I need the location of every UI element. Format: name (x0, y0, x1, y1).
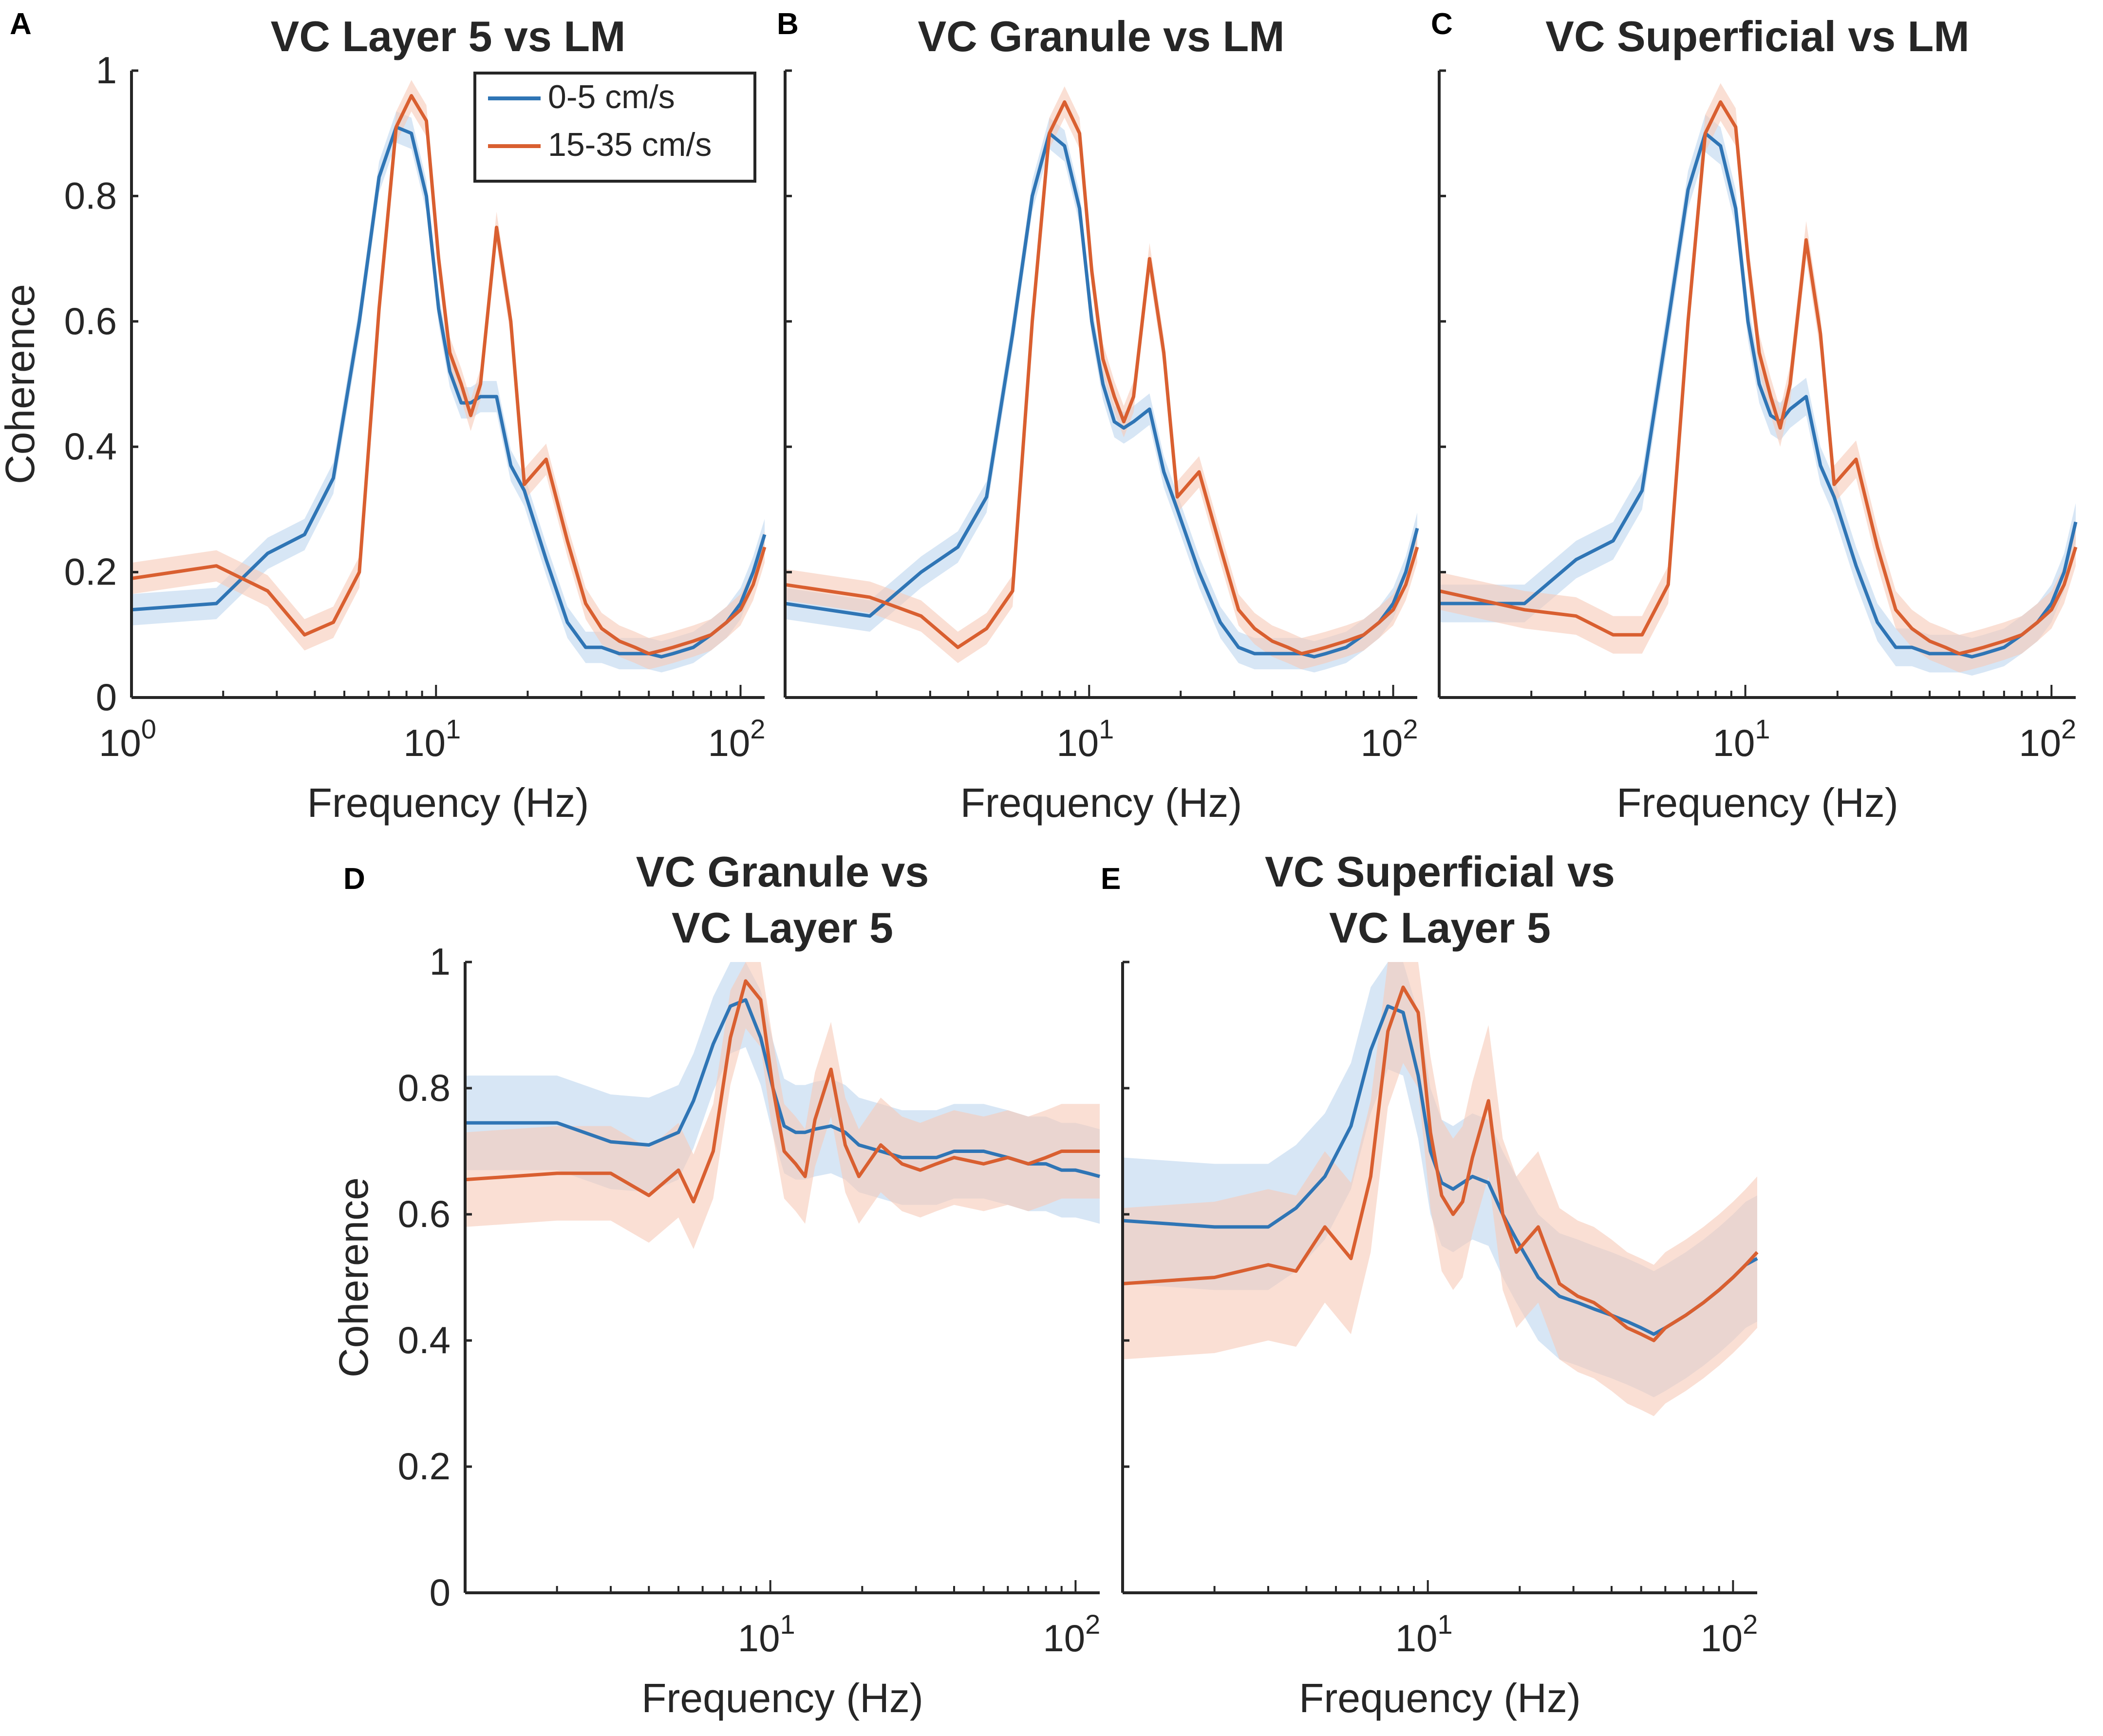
panel-d-y-tick-label: 0 (430, 1571, 451, 1614)
panel-b-x-tick-label: 102 (1361, 714, 1418, 764)
panel-a-x-tick-label: 102 (708, 714, 766, 764)
panel-d-y-tick-label: 0.6 (398, 1192, 451, 1235)
panel-c-letter: C (1431, 7, 1453, 41)
legend-label-slow: 0-5 cm/s (548, 78, 675, 115)
panel-e-title-line-1: VC Superficial vs (1265, 848, 1615, 896)
panel-d-x-axis-label: Frequency (Hz) (641, 1675, 923, 1721)
legend: 0-5 cm/s 15-35 cm/s (473, 72, 756, 183)
tick-exponent: 2 (750, 714, 765, 744)
tick-base: 10 (1043, 1617, 1085, 1660)
panel-b-line-fast (785, 100, 1419, 656)
tick-base: 10 (1395, 1617, 1438, 1660)
panel-d-y-axis-label: Coherence (331, 1177, 376, 1377)
panel-c-band-fast (1439, 83, 2076, 673)
legend-box (473, 72, 756, 183)
panel-a-y-tick-label: 0.6 (64, 300, 117, 342)
panel-a-band-slow (131, 111, 765, 673)
panel-d-y-tick-label: 0.2 (398, 1445, 451, 1488)
panel-b-x-axis-label: Frequency (Hz) (960, 780, 1242, 826)
panel-d-title-line-1: VC Granule vs (636, 848, 929, 896)
panel-b-letter: B (777, 7, 799, 41)
panel-a-y-axis-label: Coherence (0, 284, 43, 484)
panel-a-y-tick-label: 0.2 (64, 550, 117, 593)
panel-e-letter: E (1101, 862, 1121, 896)
panel-a-y-tick-label: 0.4 (64, 425, 117, 468)
panel-a-y-tick-label: 0 (96, 676, 117, 718)
tick-exponent: 1 (1755, 714, 1770, 744)
panel-c-x-axis-label: Frequency (Hz) (1616, 780, 1898, 826)
panel-a-x-axis-label: Frequency (Hz) (307, 780, 589, 826)
tick-exponent: 1 (446, 714, 461, 744)
panel-e-x-tick-label: 101 (1395, 1609, 1453, 1660)
tick-exponent: 0 (141, 714, 156, 744)
panel-d-letter: D (343, 862, 365, 896)
legend-label-fast: 15-35 cm/s (548, 126, 712, 163)
panel-a-y-tick-label: 0.8 (64, 174, 117, 217)
panel-a-x-tick-label: 101 (403, 714, 461, 764)
panel-e-x-tick-label: 102 (1700, 1609, 1758, 1660)
panel-a-line-fast (131, 94, 767, 656)
panel-d-y-tick-label: 0.4 (398, 1319, 451, 1361)
panel-c-line-fast (1439, 100, 2078, 656)
panel-d-line-fast (465, 979, 1100, 1204)
panel-b-x-tick-label: 101 (1056, 714, 1114, 764)
panel-c-band-slow (1439, 114, 2076, 676)
panel-c-x-tick-label: 102 (2019, 714, 2076, 764)
panel-a-x-tick-label: 100 (99, 714, 156, 764)
tick-exponent: 1 (1437, 1609, 1452, 1640)
tick-exponent: 2 (1085, 1609, 1100, 1640)
panel-d-x-tick-label: 101 (738, 1609, 795, 1660)
panel-d-y-tick-label: 1 (430, 940, 451, 983)
tick-base: 10 (1361, 721, 1403, 764)
panel-b-title: VC Granule vs LM (918, 12, 1284, 60)
panel-b-line-slow (785, 132, 1419, 659)
tick-base: 10 (1713, 721, 1755, 764)
panel-e-title-line-2: VC Layer 5 (1329, 904, 1551, 952)
tick-base: 10 (708, 721, 751, 764)
panel-c-x-tick-label: 101 (1713, 714, 1770, 764)
tick-exponent: 2 (1403, 714, 1418, 744)
panel-a-title: VC Layer 5 vs LM (271, 12, 626, 60)
panel-c-title: VC Superficial vs LM (1545, 12, 1969, 60)
tick-exponent: 1 (780, 1609, 795, 1640)
panel-a-line-slow (131, 125, 767, 659)
tick-base: 10 (1056, 721, 1099, 764)
panel-d-title-line-2: VC Layer 5 (672, 904, 893, 952)
panel-a-y-tick-label: 1 (96, 49, 117, 92)
tick-base: 10 (403, 721, 446, 764)
panel-e-line-fast (1122, 985, 1759, 1342)
tick-base: 10 (2019, 721, 2061, 764)
tick-base: 10 (1700, 1617, 1743, 1660)
panel-a-letter: A (10, 7, 32, 41)
panel-b-band-slow (785, 117, 1417, 673)
tick-exponent: 2 (1743, 1609, 1758, 1640)
panel-c-line-slow (1439, 132, 2078, 659)
tick-base: 10 (99, 721, 141, 764)
panel-d-y-tick-label: 0.8 (398, 1066, 451, 1109)
panel-e-x-axis-label: Frequency (Hz) (1299, 1675, 1581, 1721)
tick-exponent: 2 (2061, 714, 2076, 744)
panel-d-band-fast (465, 962, 1100, 1249)
tick-exponent: 1 (1099, 714, 1114, 744)
panel-d-x-tick-label: 102 (1043, 1609, 1100, 1660)
tick-base: 10 (738, 1617, 780, 1660)
